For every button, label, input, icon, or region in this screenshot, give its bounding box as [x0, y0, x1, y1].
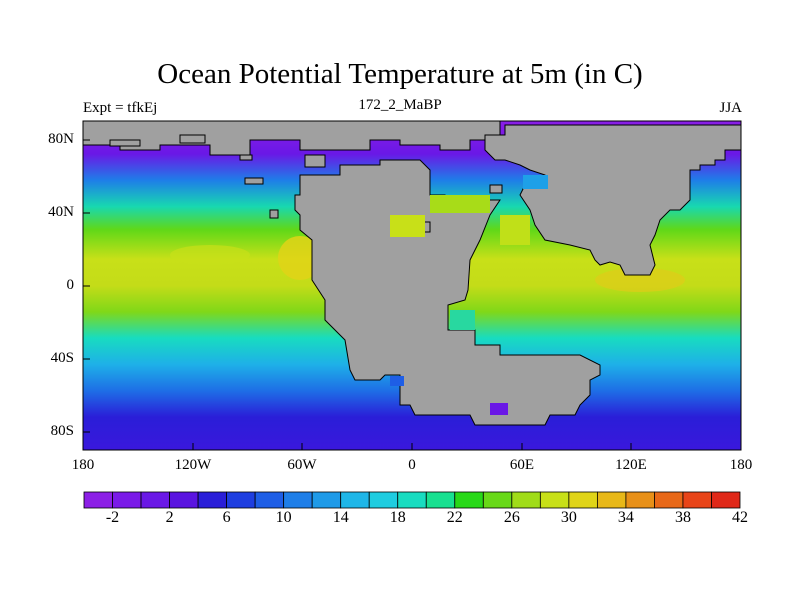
colorbar-label: 14: [332, 509, 349, 526]
colorbar-swatch: [511, 491, 541, 509]
experiment-label: Expt = tfkEj: [83, 100, 158, 116]
colorbar: [83, 491, 741, 509]
colorbar-swatch: [482, 491, 513, 509]
colorbar-swatch: [539, 491, 570, 509]
colorbar-swatch: [625, 491, 655, 509]
colorbar-label: 30: [560, 509, 577, 526]
axis-ticks: [83, 139, 632, 450]
island: [304, 154, 326, 168]
season-label: JJA: [719, 100, 742, 116]
colorbar-label: 22: [446, 509, 463, 526]
lon-label-0: 0: [408, 457, 416, 473]
lat-label-40n: 40N: [48, 204, 74, 220]
colorbar-swatch: [682, 491, 712, 509]
colorbar-swatch: [568, 491, 598, 509]
colorbar-swatch: [311, 491, 342, 509]
colorbar-label: 6: [222, 509, 231, 526]
colorbar-swatch: [711, 491, 741, 509]
land-masses: [82, 120, 742, 426]
colorbar-swatch: [283, 491, 313, 509]
colorbar-label: 18: [389, 509, 406, 526]
colorbar-swatch: [197, 491, 228, 509]
island: [239, 154, 253, 161]
inland-sea: [450, 310, 475, 330]
warm-patch: [170, 245, 250, 265]
colorbar-swatch: [169, 491, 199, 509]
lon-label-60w: 60W: [287, 457, 317, 473]
island: [489, 184, 503, 194]
inland-lake: [390, 376, 404, 386]
lon-label-180e: 180: [729, 457, 753, 473]
inland-lake: [490, 403, 508, 415]
colorbar-label: 34: [617, 509, 634, 526]
lat-label-80n: 80N: [48, 131, 74, 147]
inland-sea: [390, 215, 425, 237]
map-title: Ocean Potential Temperature at 5m (in C): [157, 58, 643, 90]
inland-sea: [430, 195, 490, 213]
island: [109, 139, 141, 147]
lon-label-120w: 120W: [174, 457, 212, 473]
colorbar-swatch: [397, 491, 427, 509]
warm-patch: [278, 236, 322, 280]
colorbar-label: 26: [503, 509, 520, 526]
arctic-land-west: [82, 120, 501, 156]
lon-label-60e: 60E: [509, 457, 535, 473]
colorbar-label: 2: [165, 509, 174, 526]
lat-label-40s: 40S: [50, 350, 74, 366]
lat-label-80s: 80S: [50, 423, 74, 439]
colorbar-swatch: [596, 491, 627, 509]
warm-patch: [595, 268, 685, 292]
colorbar-swatch: [454, 491, 484, 509]
colorbar-label: 42: [732, 509, 748, 526]
colorbar-swatch: [83, 491, 113, 509]
colorbar-label: 38: [674, 509, 691, 526]
colorbar-swatch: [425, 491, 456, 509]
inland-sea: [500, 215, 530, 245]
lon-label-180w: 180: [71, 457, 95, 473]
island: [179, 134, 206, 144]
colorbar-label: -2: [105, 509, 120, 526]
colorbar-swatch: [254, 491, 285, 509]
colorbar-swatch: [654, 491, 684, 509]
colorbar-label: 10: [275, 509, 292, 526]
colorbar-swatch: [226, 491, 256, 509]
colorbar-swatch: [340, 491, 370, 509]
colorbar-swatch: [140, 491, 170, 509]
colorbar-swatch: [368, 491, 399, 509]
island: [269, 209, 279, 219]
island: [244, 177, 264, 185]
lon-label-120e: 120E: [615, 457, 647, 473]
inland-sea: [523, 175, 548, 189]
period-label: 172_2_MaBP: [358, 97, 442, 113]
lat-label-0: 0: [66, 277, 75, 293]
colorbar-swatch: [112, 491, 142, 509]
